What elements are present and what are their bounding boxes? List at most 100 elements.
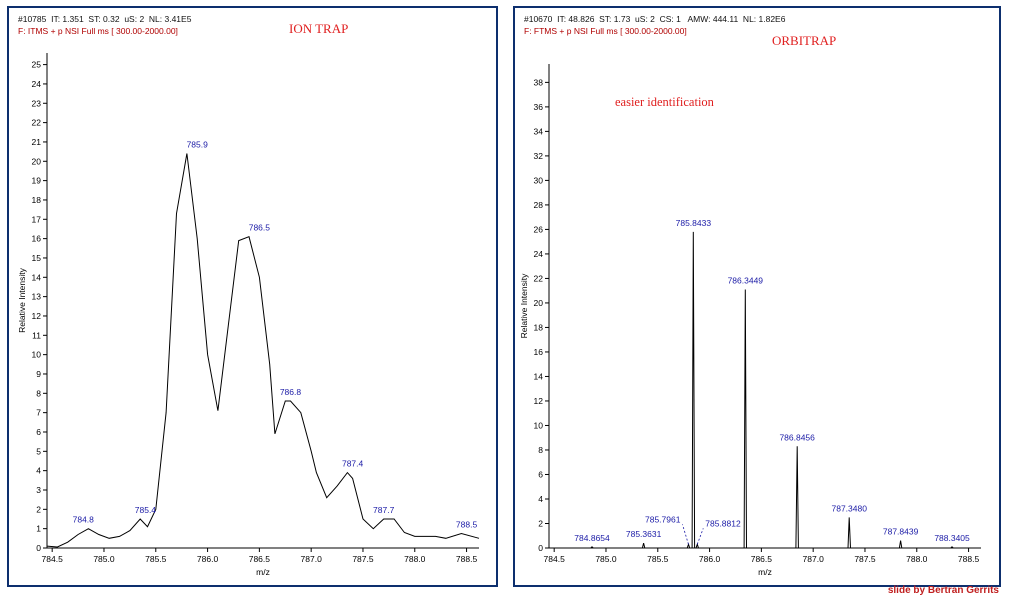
y-tick-label: 23 (32, 98, 42, 108)
x-tick-label: 787.5 (854, 554, 876, 564)
ion-trap-chart: 0123456789101112131415161718192021222324… (17, 53, 480, 577)
y-axis-title: Relative Intensity (17, 267, 27, 332)
scan-header: #10670 IT: 48.826 ST: 1.73 uS: 2 CS: 1 A… (524, 14, 786, 24)
x-axis-title: m/z (256, 567, 270, 577)
y-tick-label: 1 (36, 524, 41, 534)
y-tick-label: 3 (36, 485, 41, 495)
y-tick-label: 10 (534, 420, 544, 430)
spectrum-trace (549, 231, 981, 549)
peak-label: 784.8654 (574, 533, 610, 543)
y-tick-label: 9 (36, 369, 41, 379)
y-tick-label: 7 (36, 408, 41, 418)
y-tick-label: 15 (32, 253, 42, 263)
peak-leader-line (682, 524, 689, 545)
peak-label: 788.5 (456, 519, 478, 529)
peak-label: 787.3480 (831, 503, 867, 513)
x-tick-label: 788.5 (456, 554, 478, 564)
x-tick-label: 786.5 (249, 554, 271, 564)
y-tick-label: 13 (32, 292, 42, 302)
peak-label: 785.9 (187, 140, 209, 150)
y-tick-label: 30 (534, 175, 544, 185)
spectrum-trace (46, 153, 480, 548)
y-tick-label: 19 (32, 176, 42, 186)
x-tick-label: 788.0 (404, 554, 426, 564)
peak-label: 786.3449 (728, 275, 764, 285)
scan-filter: F: FTMS + p NSI Full ms [ 300.00-2000.00… (524, 26, 687, 36)
y-tick-label: 16 (534, 347, 544, 357)
chart-title: ORBITRAP (772, 33, 837, 48)
ion-trap-panel: #10785 IT: 1.351 ST: 0.32 uS: 2 NL: 3.41… (7, 6, 498, 587)
x-tick-label: 785.0 (93, 554, 115, 564)
y-tick-label: 16 (32, 234, 42, 244)
peak-label: 787.4 (342, 459, 364, 469)
y-tick-label: 2 (36, 504, 41, 514)
y-tick-label: 14 (534, 371, 544, 381)
scan-filter: F: ITMS + p NSI Full ms [ 300.00-2000.00… (18, 26, 178, 36)
peak-label: 785.8812 (705, 518, 741, 528)
y-tick-label: 28 (534, 200, 544, 210)
y-tick-label: 12 (32, 311, 42, 321)
x-tick-label: 786.0 (197, 554, 219, 564)
slide-credit: slide by Bertran Gerrits (887, 585, 999, 596)
y-tick-label: 12 (534, 396, 544, 406)
y-tick-label: 0 (36, 543, 41, 553)
y-tick-label: 24 (534, 249, 544, 259)
x-tick-label: 787.0 (803, 554, 825, 564)
y-tick-label: 38 (534, 77, 544, 87)
y-tick-label: 5 (36, 446, 41, 456)
y-tick-label: 20 (534, 298, 544, 308)
y-tick-label: 32 (534, 151, 544, 161)
x-axis-title: m/z (758, 567, 772, 577)
y-tick-label: 11 (32, 330, 41, 340)
y-tick-label: 8 (36, 388, 41, 398)
y-tick-label: 8 (538, 445, 543, 455)
y-tick-label: 6 (36, 427, 41, 437)
peak-label: 785.3631 (626, 529, 662, 539)
scan-header: #10785 IT: 1.351 ST: 0.32 uS: 2 NL: 3.41… (18, 14, 192, 24)
y-tick-label: 21 (32, 137, 42, 147)
y-tick-label: 10 (32, 350, 42, 360)
y-tick-label: 17 (32, 214, 42, 224)
y-axis-title: Relative Intensity (519, 273, 529, 338)
x-tick-label: 786.0 (699, 554, 721, 564)
y-tick-label: 6 (538, 469, 543, 479)
y-tick-label: 14 (32, 272, 42, 282)
peak-label: 786.8 (280, 387, 302, 397)
y-tick-label: 4 (538, 494, 543, 504)
y-tick-label: 20 (32, 156, 42, 166)
y-tick-label: 24 (32, 79, 42, 89)
y-tick-label: 36 (534, 102, 544, 112)
peak-label: 788.3405 (934, 533, 970, 543)
peak-label: 785.7961 (645, 514, 681, 524)
x-tick-label: 785.5 (647, 554, 669, 564)
y-tick-label: 22 (32, 118, 42, 128)
orbitrap-chart: 02468101214161820222426283032343638784.5… (519, 64, 981, 577)
x-tick-label: 787.5 (352, 554, 374, 564)
x-tick-label: 784.5 (42, 554, 64, 564)
orbitrap-panel: #10670 IT: 48.826 ST: 1.73 uS: 2 CS: 1 A… (513, 6, 1001, 587)
peak-label: 787.7 (373, 505, 395, 515)
x-tick-label: 786.5 (751, 554, 773, 564)
peak-label: 785.8433 (676, 218, 712, 228)
x-tick-label: 788.5 (958, 554, 980, 564)
x-tick-label: 785.5 (145, 554, 167, 564)
x-tick-label: 787.0 (301, 554, 323, 564)
x-tick-label: 785.0 (595, 554, 617, 564)
y-tick-label: 34 (534, 126, 544, 136)
annotation-text: easier identification (615, 95, 714, 109)
peak-label: 787.8439 (883, 527, 919, 537)
peak-label: 784.8 (73, 515, 95, 525)
y-tick-label: 22 (534, 273, 544, 283)
y-tick-label: 18 (32, 195, 42, 205)
y-tick-label: 2 (538, 518, 543, 528)
y-tick-label: 0 (538, 543, 543, 553)
y-tick-label: 26 (534, 224, 544, 234)
y-tick-label: 4 (36, 466, 41, 476)
peak-label: 785.4 (135, 505, 157, 515)
peak-label: 786.8456 (779, 432, 815, 442)
peak-label: 786.5 (249, 223, 271, 233)
x-tick-label: 788.0 (906, 554, 928, 564)
y-tick-label: 25 (32, 60, 42, 70)
peak-leader-line (696, 528, 704, 545)
y-tick-label: 18 (534, 322, 544, 332)
